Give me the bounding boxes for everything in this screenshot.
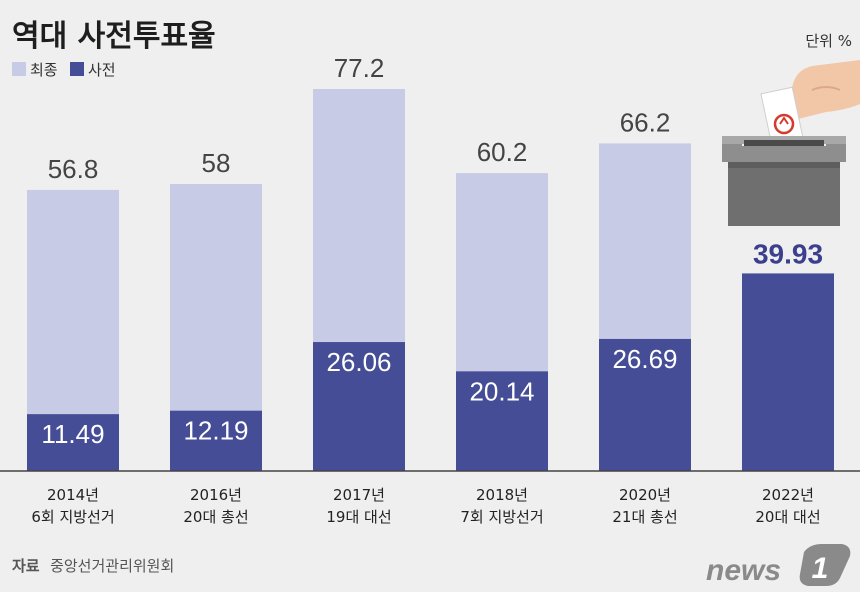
data-label-total: 56.8 <box>48 154 99 184</box>
data-label-early: 12.19 <box>183 416 248 446</box>
logo-text: news <box>706 554 781 587</box>
hand-icon <box>788 60 860 120</box>
data-label-early: 39.93 <box>753 238 823 269</box>
data-label-early: 26.06 <box>326 347 391 377</box>
data-label-total: 77.2 <box>334 53 385 83</box>
data-label-early: 20.14 <box>469 376 534 406</box>
bar-early <box>313 342 405 471</box>
bar-early <box>599 338 691 471</box>
bars: 56.8 11.49 58 12.19 77.2 26.06 60.2 20.14 66.2 26… <box>27 53 834 472</box>
category-label-year: 2020년 <box>619 486 671 504</box>
source-text: 중앙선거관리위원회 <box>50 557 174 575</box>
ballot-box-body <box>728 162 840 226</box>
category-label-election: 6회 지방선거 <box>31 508 114 526</box>
news1-logo: news 1 <box>706 544 851 587</box>
legend: 최종 사전 <box>12 61 116 79</box>
source-label: 자료 <box>12 557 40 575</box>
category-label-year: 2017년 <box>333 486 385 504</box>
bar-early <box>742 273 834 471</box>
category-label-election: 20대 총선 <box>183 508 248 526</box>
category-label-year: 2022년 <box>762 486 814 504</box>
source: 자료 중앙선거관리위원회 <box>12 557 174 575</box>
chart-title: 역대 사전투표율 <box>12 19 216 54</box>
legend-label-total: 최종 <box>30 61 58 79</box>
bar-early <box>456 371 548 471</box>
ballot-paper-icon <box>760 86 804 146</box>
unit-label: 단위 % <box>805 32 852 50</box>
legend-swatch-total <box>12 62 26 76</box>
category-label-election: 7회 지방선거 <box>460 508 543 526</box>
category-label-election: 19대 대선 <box>326 508 391 526</box>
legend-label-early: 사전 <box>88 61 116 79</box>
legend-swatch-early <box>70 62 84 76</box>
data-label-total: 58 <box>202 148 231 178</box>
bar-early <box>170 410 262 471</box>
data-label-early: 26.69 <box>612 344 677 374</box>
bar-early <box>27 414 119 471</box>
category-label-election: 20대 대선 <box>755 508 820 526</box>
data-label-total: 66.2 <box>620 107 671 137</box>
ballot-box-lid <box>722 136 846 162</box>
category-label-election: 21대 총선 <box>612 508 677 526</box>
ballot-box-illustration <box>722 60 860 226</box>
category-label-year: 2016년 <box>190 486 242 504</box>
logo-mark <box>799 544 851 586</box>
logo-mark-text: 1 <box>812 552 829 585</box>
data-label-early: 11.49 <box>41 419 104 449</box>
category-label-year: 2018년 <box>476 486 528 504</box>
ballot-slot <box>744 140 824 146</box>
category-label-year: 2014년 <box>47 486 99 504</box>
x-axis-labels: 2014년 6회 지방선거 2016년 20대 총선 2017년 19대 대선 2018년 7… <box>31 486 820 526</box>
data-label-total: 60.2 <box>477 137 528 167</box>
